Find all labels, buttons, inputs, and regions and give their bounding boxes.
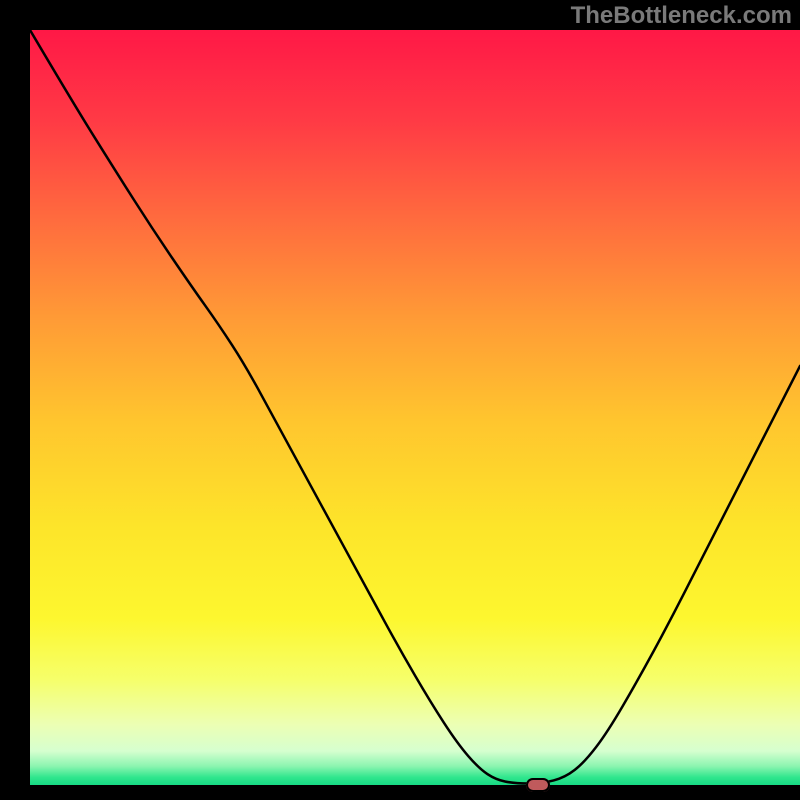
curve-svg [30,30,800,785]
watermark-text: TheBottleneck.com [571,2,792,30]
plot-area [30,30,800,785]
chart-container: TheBottleneck.com [0,0,800,800]
bottleneck-curve [30,30,800,783]
min-marker [526,778,550,792]
